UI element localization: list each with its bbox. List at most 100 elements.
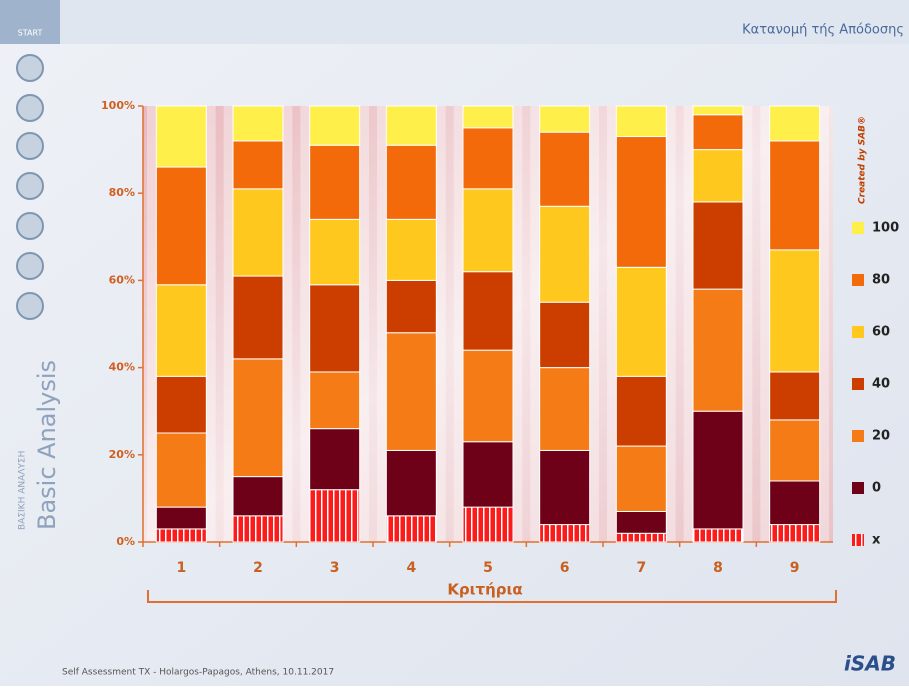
bar-segment xyxy=(692,114,744,151)
bar-segment xyxy=(539,301,591,369)
x-tick-label: 6 xyxy=(560,560,570,576)
bar-segment xyxy=(155,166,207,286)
bar-segment xyxy=(232,140,284,190)
bar-segment xyxy=(232,188,284,277)
bar-segment xyxy=(155,506,207,530)
bar-segment xyxy=(615,105,667,138)
bar-segment xyxy=(769,140,821,251)
bar-segment xyxy=(615,445,667,512)
side-subtitle: ΒΑΣΙΚΗ ΑΝΑΛΥΣΗ xyxy=(18,451,28,530)
nav-icon[interactable] xyxy=(16,54,44,82)
bar-segment xyxy=(462,127,514,190)
legend-label: 20 xyxy=(872,429,890,444)
legend-swatch xyxy=(852,482,864,494)
legend-swatch xyxy=(852,378,864,390)
x-tick-label: 2 xyxy=(253,560,263,576)
bar-segment xyxy=(539,524,591,543)
x-tick-label: 8 xyxy=(713,560,723,576)
bar-segment xyxy=(615,136,667,268)
bar-segment xyxy=(385,218,437,281)
bar-segment xyxy=(385,144,437,220)
legend-label: x xyxy=(872,533,881,548)
bar-segment xyxy=(309,284,361,373)
footer: Self Assessment TX - Holargos-Papagos, A… xyxy=(62,668,334,678)
bar-segment xyxy=(692,149,744,203)
y-tick-label: 20% xyxy=(109,448,135,461)
nav-icon[interactable] xyxy=(16,212,44,240)
start-label: START xyxy=(18,29,43,38)
bar-segment xyxy=(539,105,591,133)
bar-segment xyxy=(692,528,744,543)
nav-icon[interactable] xyxy=(16,172,44,200)
bar-segment xyxy=(769,480,821,526)
nav-icon[interactable] xyxy=(16,94,44,122)
bar-segment xyxy=(462,271,514,351)
x-tick-label: 1 xyxy=(176,560,186,576)
bar-segment xyxy=(309,218,361,286)
y-tick-label: 60% xyxy=(109,273,135,286)
x-tick-label: 3 xyxy=(330,560,340,576)
nav-icon[interactable] xyxy=(16,252,44,280)
bar-segment xyxy=(539,449,591,526)
bar-segment xyxy=(385,279,437,334)
bar-segment xyxy=(155,284,207,377)
nav-icon[interactable] xyxy=(16,292,44,320)
logo: iSAB xyxy=(844,652,896,676)
bar-segment xyxy=(769,371,821,421)
bar-segment xyxy=(769,524,821,543)
legend-label: 80 xyxy=(872,273,890,288)
bar-segment xyxy=(309,105,361,146)
plot: 0% 20% 40% 60% 80% 100% 1 2 3 4 5 6 7 8 9 xyxy=(101,99,833,576)
side-title: Basic Analysis xyxy=(33,360,61,530)
start-button[interactable] xyxy=(0,0,60,44)
bar-segment xyxy=(615,532,667,543)
legend-swatch xyxy=(852,222,864,234)
bar-segment xyxy=(692,105,744,116)
legend-label: 60 xyxy=(872,325,890,340)
y-tick-label: 40% xyxy=(109,361,135,374)
x-axis-label: Κριτήρια xyxy=(447,581,522,599)
legend-swatch xyxy=(852,274,864,286)
bar-segment xyxy=(615,510,667,534)
legend-swatch xyxy=(852,430,864,442)
legend-label: 0 xyxy=(872,481,881,496)
bar-segment xyxy=(615,266,667,377)
legend-swatch xyxy=(852,534,864,546)
bar-segment xyxy=(385,515,437,543)
annotation: Created by SAB® xyxy=(858,116,868,204)
bar-segment xyxy=(232,476,284,517)
bar-segment xyxy=(615,375,667,447)
bar-segment xyxy=(232,515,284,543)
bar-segment xyxy=(462,349,514,443)
bar-segment xyxy=(155,105,207,168)
bar-segment xyxy=(462,105,514,129)
bar-segment xyxy=(769,249,821,373)
bar-segment xyxy=(309,371,361,430)
bar-segment xyxy=(539,367,591,451)
nav-icon[interactable] xyxy=(16,132,44,160)
bar-segment xyxy=(692,201,744,290)
bar-segment xyxy=(232,358,284,478)
y-tick-label: 0% xyxy=(116,535,135,548)
legend-swatch xyxy=(852,326,864,338)
x-bracket xyxy=(147,590,837,603)
bar-segment xyxy=(539,131,591,207)
x-tick-label: 7 xyxy=(636,560,646,576)
bar-segment xyxy=(539,205,591,303)
slide-title: Κατανομή τής Απόδοσης xyxy=(742,23,904,38)
y-tick-label: 80% xyxy=(109,186,135,199)
bar-segment xyxy=(385,105,437,146)
bar-segment xyxy=(385,449,437,517)
bar-segment xyxy=(309,428,361,491)
bar-segment xyxy=(309,489,361,543)
bar-segment xyxy=(155,432,207,508)
bar-segment xyxy=(692,410,744,530)
bar-segment xyxy=(769,105,821,142)
x-tick-label: 9 xyxy=(790,560,800,576)
bar-segment xyxy=(462,188,514,273)
header-bar xyxy=(0,0,909,44)
bar-segment xyxy=(232,275,284,360)
bar-segment xyxy=(692,288,744,412)
y-tick-label: 100% xyxy=(101,99,135,112)
